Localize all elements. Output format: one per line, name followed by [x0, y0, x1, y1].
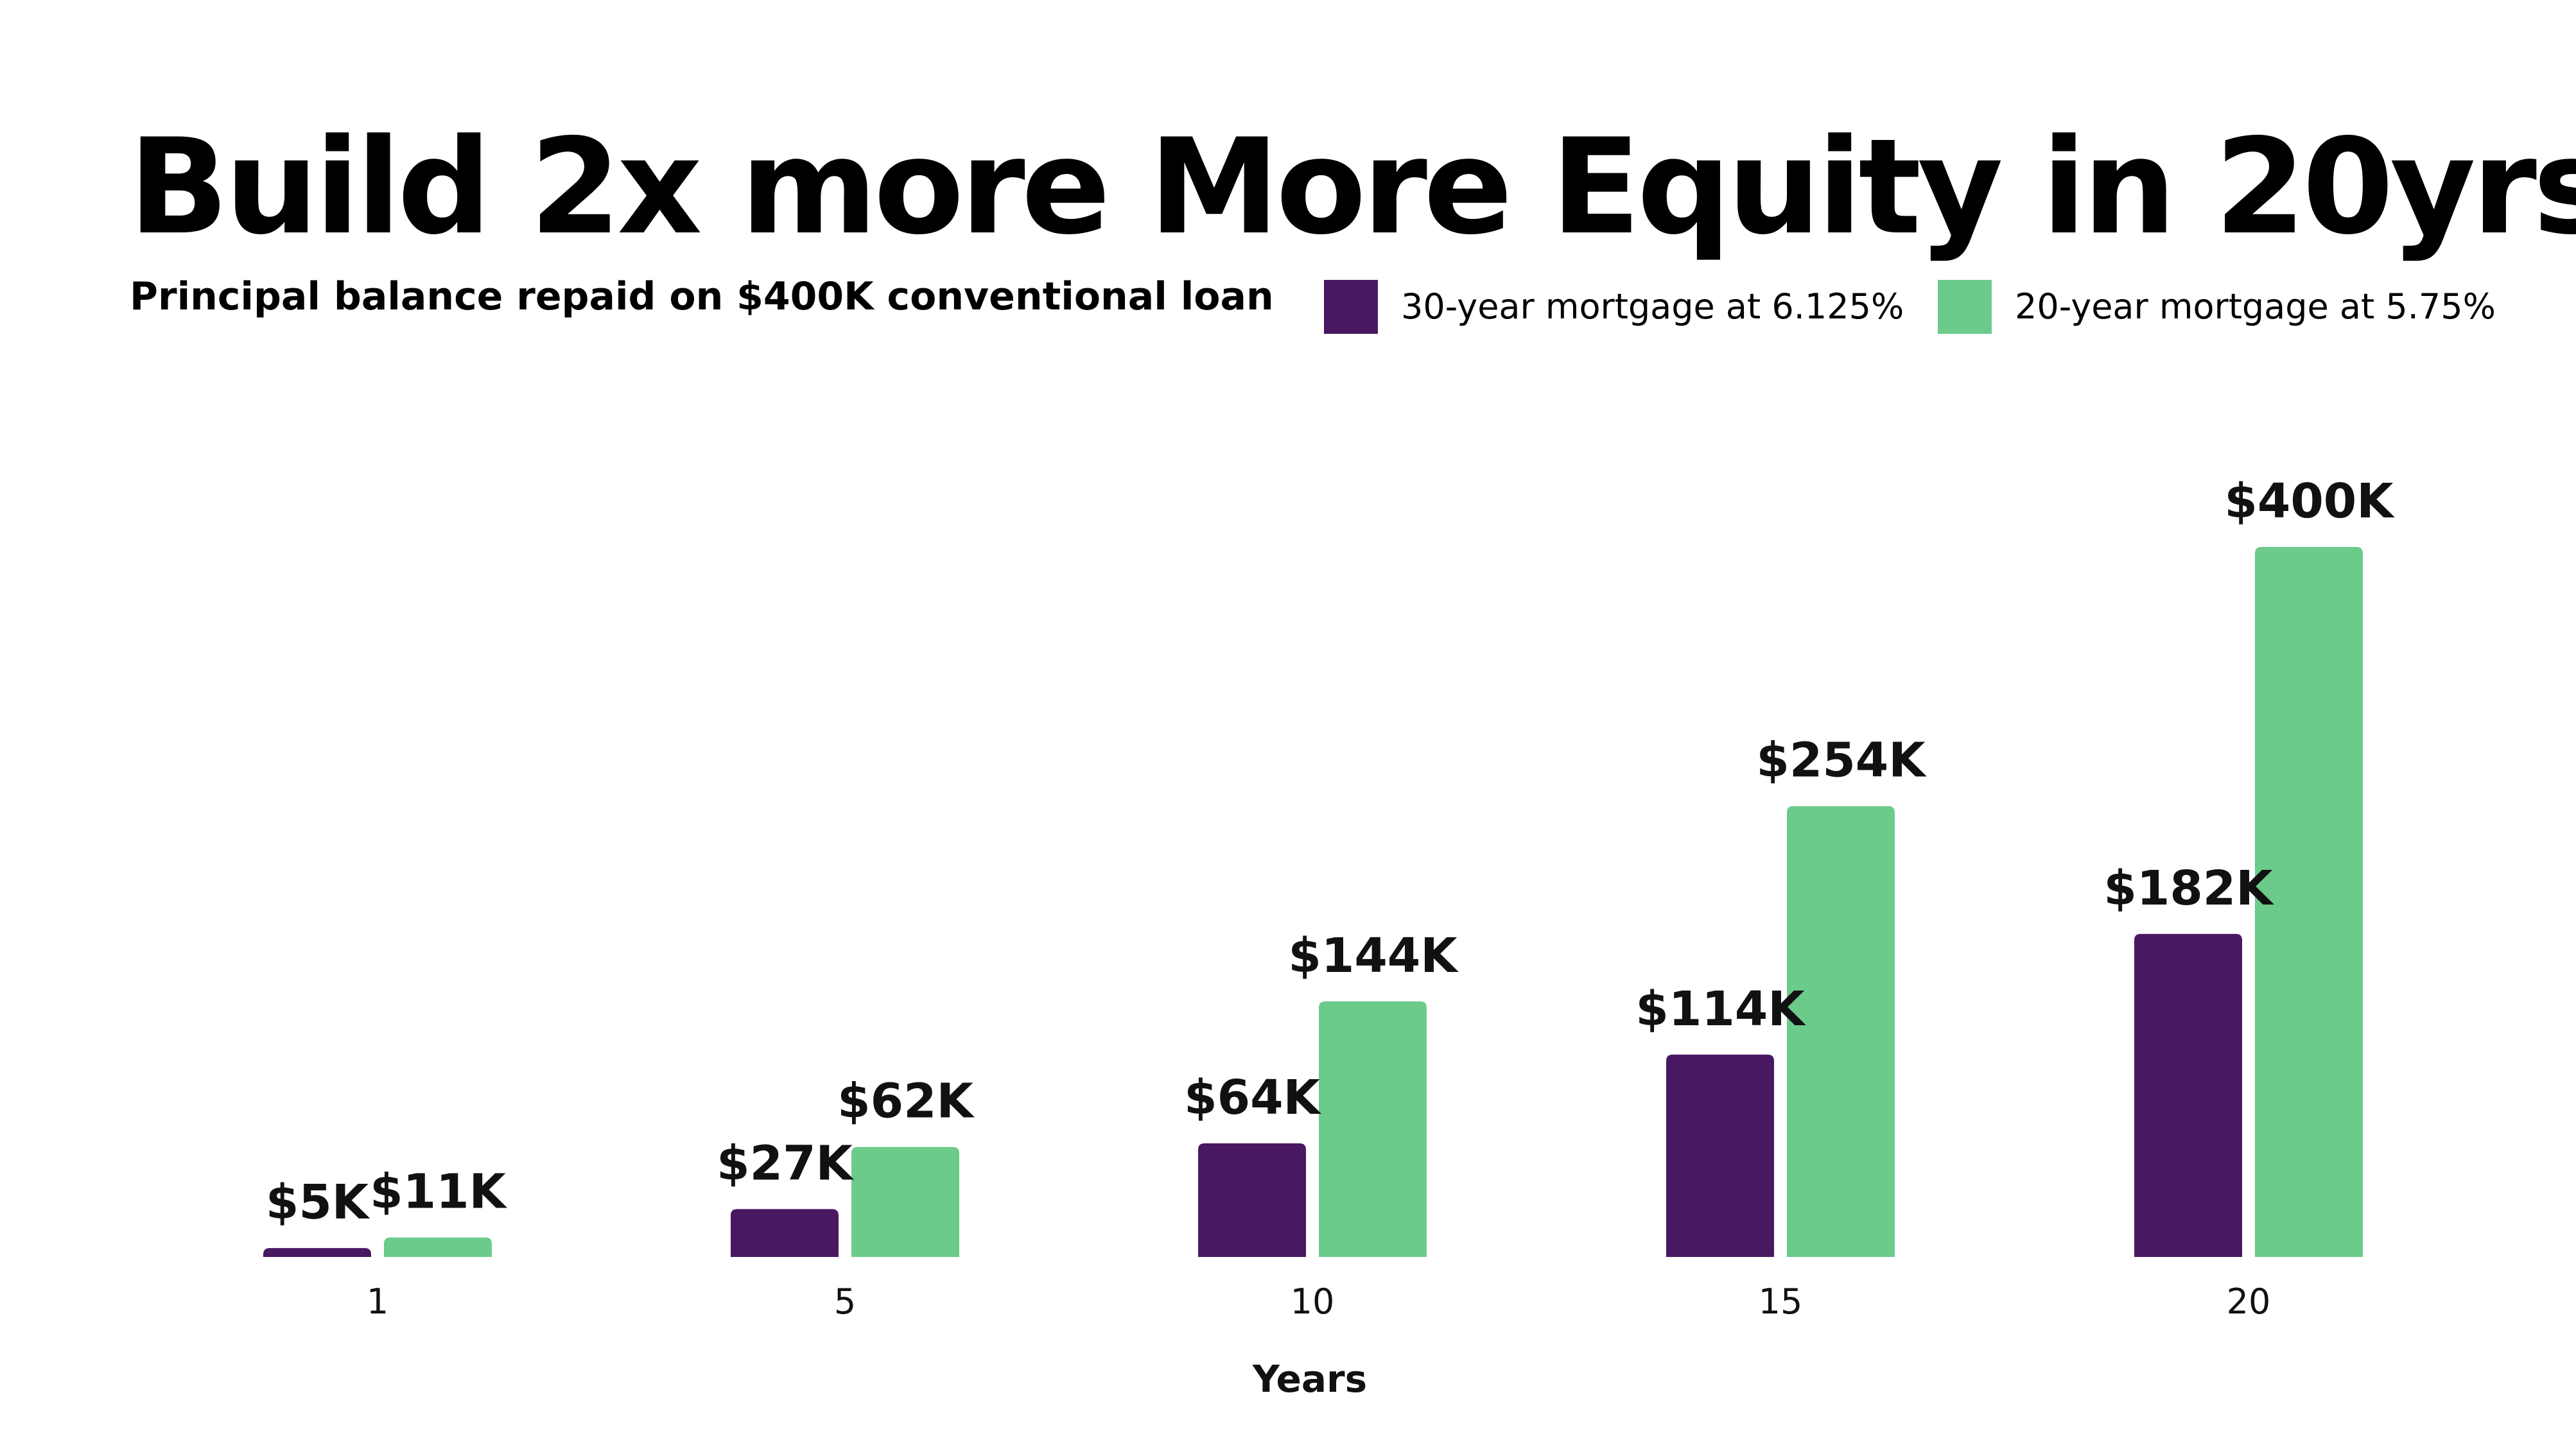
bar-30-year-year-10: [1198, 1143, 1306, 1257]
value-label-20-year-year-5: $62K: [837, 1074, 975, 1129]
value-label-20-year-year-1: $11K: [370, 1165, 507, 1220]
value-label-30-year-year-15: $114K: [1635, 982, 1806, 1037]
bars-layer: [263, 547, 2363, 1257]
value-label-20-year-year-20: $400K: [2224, 474, 2395, 529]
chart-subtitle: Principal balance repaid on $400K conven…: [130, 274, 1274, 319]
x-tick-label-10: 10: [1291, 1281, 1335, 1322]
legend-label-30-year: 30-year mortgage at 6.125%: [1401, 286, 1904, 327]
bar-20-year-year-5: [851, 1147, 959, 1257]
x-tick-label-20: 20: [2227, 1281, 2271, 1322]
bar-30-year-year-5: [731, 1209, 839, 1257]
bar-20-year-year-15: [1787, 806, 1895, 1257]
x-tick-label-5: 5: [834, 1281, 856, 1322]
bar-20-year-year-20: [2255, 547, 2363, 1257]
value-label-30-year-year-10: $64K: [1184, 1070, 1321, 1125]
legend-label-20-year: 20-year mortgage at 5.75%: [2015, 286, 2496, 327]
legend-swatch-20-year: [1938, 280, 1992, 334]
chart-title: Build 2x more More Equity in 20yrs: [128, 111, 2576, 264]
tick-labels-layer: 1 5 10 15 20: [367, 1281, 2271, 1322]
bar-30-year-year-1: [263, 1248, 371, 1257]
value-label-20-year-year-15: $254K: [1756, 733, 1927, 788]
value-label-30-year-year-20: $182K: [2103, 861, 2274, 916]
x-axis-label: Years: [1252, 1357, 1367, 1401]
bar-20-year-year-1: [384, 1237, 492, 1257]
value-label-20-year-year-10: $144K: [1288, 928, 1459, 983]
x-tick-label-15: 15: [1759, 1281, 1803, 1322]
value-label-30-year-year-5: $27K: [717, 1136, 854, 1191]
legend-swatch-30-year: [1324, 280, 1378, 334]
bar-20-year-year-10: [1319, 1001, 1427, 1257]
bar-30-year-year-20: [2134, 933, 2242, 1257]
value-labels-layer: $5K $11K $27K $62K $64K $144K $114K $254K $182K $…: [266, 474, 2395, 1230]
legend-item-20-year: 20-year mortgage at 5.75%: [1938, 280, 2496, 334]
bar-30-year-year-15: [1666, 1054, 1774, 1257]
legend-item-30-year: 30-year mortgage at 6.125%: [1324, 280, 1904, 334]
x-tick-label-1: 1: [367, 1281, 388, 1322]
value-label-30-year-year-1: $5K: [266, 1175, 370, 1230]
